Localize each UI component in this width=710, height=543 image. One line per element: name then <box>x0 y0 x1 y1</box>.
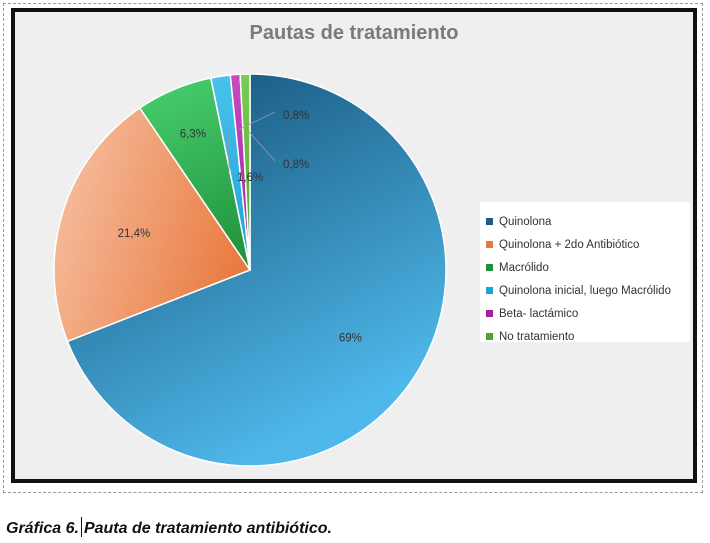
data-label-beta-lactamico: 0,8% <box>283 110 309 122</box>
caption-prefix: Gráfica 6. <box>6 520 79 537</box>
legend-item-quinolona: Quinolona <box>486 210 684 233</box>
legend-item-macrolido: Macrólido <box>486 256 684 279</box>
legend-item-quinolona-inicial-luego-macrolido: Quinolona inicial, luego Macrólido <box>486 279 684 302</box>
legend-label: Quinolona inicial, luego Macrólido <box>499 284 671 297</box>
text-cursor <box>80 517 82 537</box>
data-label-quinolona-inicial-luego-macrolido: 1,6% <box>237 172 263 184</box>
legend-label: Quinolona <box>499 215 552 228</box>
chart-title: Pautas de tratamiento <box>249 22 459 44</box>
data-label-quinolona-2do-antibiotico: 21,4% <box>118 228 151 240</box>
pie-chart: 69% 21,4% 6,3% 1,6% 0,8% 0,8% <box>53 73 447 467</box>
pie-slice-quinolona <box>66 73 447 467</box>
legend-item-beta-lactamico: Beta- lactámico <box>486 302 684 325</box>
legend-label: Beta- lactámico <box>499 307 579 320</box>
leader-line-no-tratamiento <box>246 128 276 162</box>
legend-label: Quinolona + 2do Antibiótico <box>499 238 640 251</box>
pie-slice-quinolona-2do-antibiotico <box>53 106 252 343</box>
legend-swatch <box>486 310 493 317</box>
leader-line-beta-lactamico <box>239 111 276 130</box>
legend-item-quinolona-2do-antibiotico: Quinolona + 2do Antibiótico <box>486 233 684 256</box>
legend-swatch <box>486 241 493 248</box>
caption-text: Pauta de tratamiento antibiótico. <box>83 520 332 537</box>
legend-label: Macrólido <box>499 261 549 274</box>
legend-swatch <box>486 218 493 225</box>
figure-frame <box>3 3 703 493</box>
pie-slice-no-tratamiento <box>239 73 251 271</box>
data-label-macrolido: 6,3% <box>180 129 206 141</box>
legend-swatch <box>486 287 493 294</box>
chart-container: Pautas de tratamiento 69% 21,4% 6,3% 1,6% 0,… <box>11 8 697 483</box>
legend-swatch <box>486 333 493 340</box>
data-label-quinolona: 69% <box>339 333 362 345</box>
legend-item-no-tratamiento: No tratamiento <box>486 325 684 348</box>
legend-label: No tratamiento <box>499 330 575 343</box>
chart-legend: Quinolona Quinolona + 2do Antibiótico Macr… <box>480 202 690 343</box>
legend-swatch <box>486 264 493 271</box>
figure-caption: Gráfica 6. Pauta de tratamiento antibióti… <box>6 517 332 538</box>
data-label-no-tratamiento: 0,8% <box>283 159 309 171</box>
